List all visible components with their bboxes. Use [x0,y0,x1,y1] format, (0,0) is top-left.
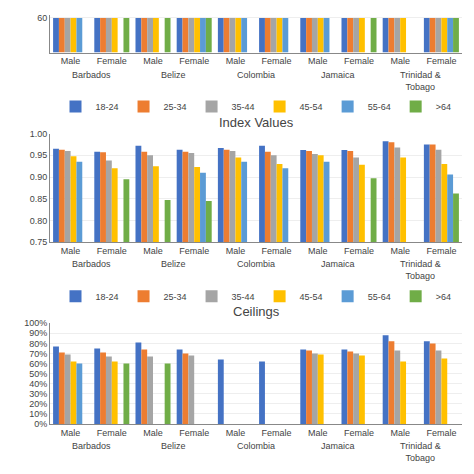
svg-text:0%: 0% [34,419,47,429]
svg-text:Female: Female [344,428,374,438]
svg-text:20%: 20% [29,399,47,409]
svg-text:Jamaica: Jamaica [321,259,355,269]
svg-text:Male: Male [226,428,246,438]
svg-text:80%: 80% [29,339,47,349]
svg-text:Male: Male [61,56,81,66]
svg-text:Barbados: Barbados [72,441,111,451]
svg-text:Male: Male [390,428,410,438]
svg-text:Ceilings: Ceilings [233,304,280,319]
svg-text:25-34: 25-34 [164,102,187,112]
svg-text:>64: >64 [436,102,451,112]
svg-text:0.95: 0.95 [30,150,48,160]
svg-text:35-44: 35-44 [232,102,255,112]
svg-text:45-54: 45-54 [300,292,323,302]
svg-text:Male: Male [61,428,81,438]
svg-text:0.90: 0.90 [30,172,48,182]
svg-text:Female: Female [97,56,127,66]
svg-text:Jamaica: Jamaica [321,70,355,80]
svg-text:45-54: 45-54 [300,102,323,112]
svg-text:Colombia: Colombia [237,441,275,451]
svg-text:Belize: Belize [161,70,186,80]
svg-text:18-24: 18-24 [96,102,119,112]
svg-text:Female: Female [97,246,127,256]
svg-text:Female: Female [179,428,209,438]
svg-text:Male: Male [143,246,163,256]
svg-text:25-34: 25-34 [164,292,187,302]
svg-text:Barbados: Barbados [72,70,111,80]
svg-text:Female: Female [262,56,292,66]
svg-text:Barbados: Barbados [72,259,111,269]
svg-text:Female: Female [426,56,456,66]
svg-text:Female: Female [262,246,292,256]
svg-text:Female: Female [179,56,209,66]
svg-text:100%: 100% [24,318,47,328]
svg-text:0.75: 0.75 [30,237,48,247]
svg-text:Belize: Belize [161,441,186,451]
svg-text:18-24: 18-24 [96,292,119,302]
svg-text:Male: Male [61,246,81,256]
svg-text:55-64: 55-64 [368,292,391,302]
svg-text:Trinidad &Tobago: Trinidad &Tobago [400,70,441,92]
svg-text:Male: Male [226,56,246,66]
svg-text:70%: 70% [29,349,47,359]
svg-text:Male: Male [143,56,163,66]
svg-text:Female: Female [426,246,456,256]
svg-text:Jamaica: Jamaica [321,441,355,451]
svg-text:30%: 30% [29,389,47,399]
svg-text:Trinidad &Tobago: Trinidad &Tobago [400,259,441,281]
svg-text:Colombia: Colombia [237,259,275,269]
svg-text:50%: 50% [29,369,47,379]
svg-text:Female: Female [179,246,209,256]
svg-text:>64: >64 [436,292,451,302]
svg-text:35-44: 35-44 [232,292,255,302]
svg-text:Trinidad &Tobago: Trinidad &Tobago [400,441,441,463]
svg-text:Male: Male [143,428,163,438]
svg-text:Male: Male [308,428,328,438]
svg-text:Male: Male [226,246,246,256]
svg-text:Male: Male [308,56,328,66]
svg-text:Female: Female [344,56,374,66]
svg-text:Male: Male [308,246,328,256]
svg-text:Male: Male [390,246,410,256]
svg-text:10%: 10% [29,409,47,419]
svg-text:0.80: 0.80 [30,216,48,226]
svg-text:Female: Female [426,428,456,438]
svg-text:60%: 60% [29,359,47,369]
svg-text:Female: Female [344,246,374,256]
svg-text:0.85: 0.85 [30,194,48,204]
svg-text:90%: 90% [29,328,47,338]
svg-text:40%: 40% [29,379,47,389]
svg-text:Belize: Belize [161,259,186,269]
svg-text:Colombia: Colombia [237,70,275,80]
svg-text:Female: Female [97,428,127,438]
svg-text:Female: Female [262,428,292,438]
svg-text:Index Values: Index Values [219,115,294,130]
svg-text:1.00: 1.00 [30,129,48,139]
svg-text:Male: Male [390,56,410,66]
svg-text:55-64: 55-64 [368,102,391,112]
svg-text:60: 60 [37,13,47,23]
